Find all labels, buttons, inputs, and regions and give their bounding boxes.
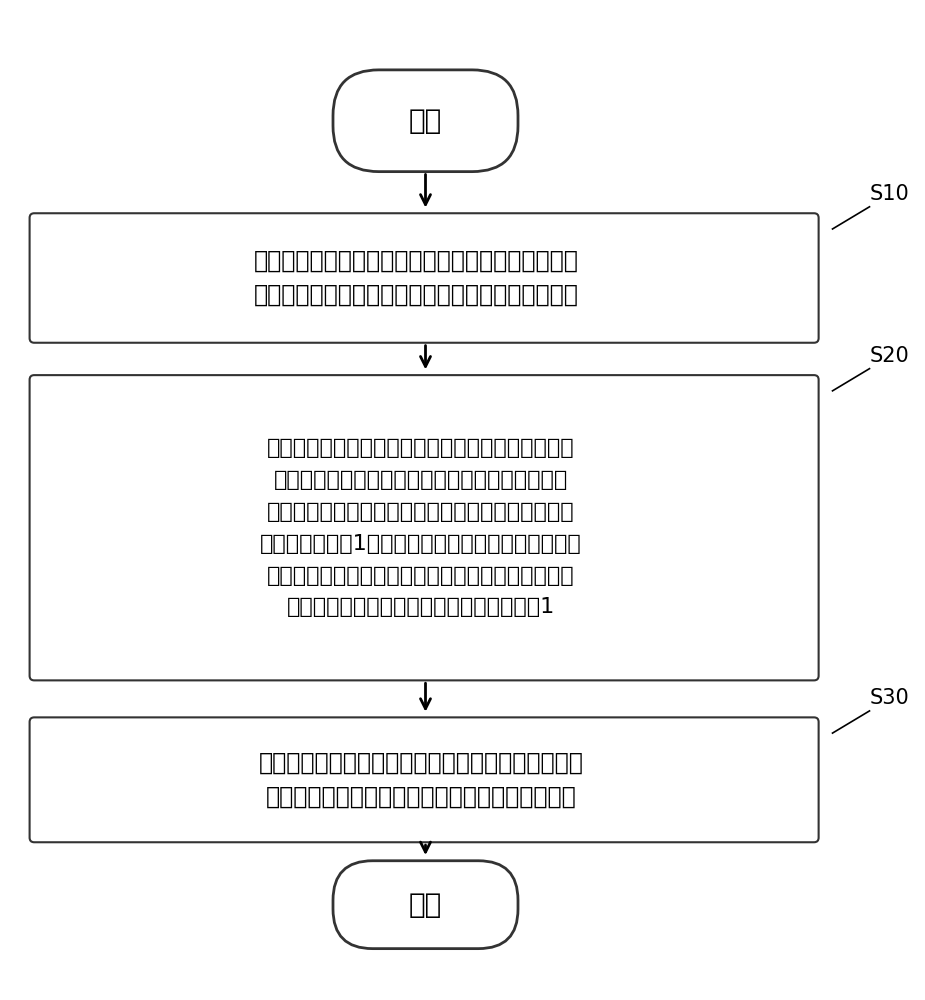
Text: 维数组的第一维度中是否存在所述十进制数，若存: 维数组的第一维度中是否存在所述十进制数，若存 [274, 470, 568, 490]
Text: 结束: 结束 [409, 891, 442, 919]
FancyBboxPatch shape [30, 213, 819, 343]
Text: 元素的数値上加1；若不存在，则将该十进制数增加到: 元素的数値上加1；若不存在，则将该十进制数增加到 [260, 534, 582, 554]
Text: 在，则在所述第一维度的十进制数对应的第二维度的: 在，则在所述第一维度的十进制数对应的第二维度的 [267, 502, 574, 522]
Text: 所述预设二维数组的第一维度中，并将新增的第一维: 所述预设二维数组的第一维度中，并将新增的第一维 [267, 566, 574, 586]
Text: 组成新的二维数组，将该新的二维数组发送给用户: 组成新的二维数组，将该新的二维数组发送给用户 [265, 785, 576, 809]
FancyBboxPatch shape [30, 375, 819, 680]
Text: S20: S20 [870, 346, 909, 366]
FancyBboxPatch shape [30, 717, 819, 842]
Text: 从所述二维数组中筛选出第二维度数値不为零的元素: 从所述二维数组中筛选出第二维度数値不为零的元素 [258, 751, 584, 775]
Text: 开始: 开始 [409, 107, 442, 135]
Text: 根据预设算法将每一个目标数据转换为字符串，对所: 根据预设算法将每一个目标数据转换为字符串，对所 [253, 249, 579, 273]
FancyBboxPatch shape [333, 861, 518, 949]
Text: 度的十进制数对应的第二维度的数値赋値为1: 度的十进制数对应的第二维度的数値赋値为1 [287, 597, 555, 617]
Text: S10: S10 [870, 184, 909, 204]
Text: S30: S30 [870, 688, 909, 708]
FancyBboxPatch shape [333, 70, 518, 172]
Text: 述字符串进行进制换算，得到一个十进制的整数序列: 述字符串进行进制换算，得到一个十进制的整数序列 [253, 283, 579, 307]
Text: 依次读取所述整数序列的每个十进制数，判断预设二: 依次读取所述整数序列的每个十进制数，判断预设二 [267, 438, 574, 458]
